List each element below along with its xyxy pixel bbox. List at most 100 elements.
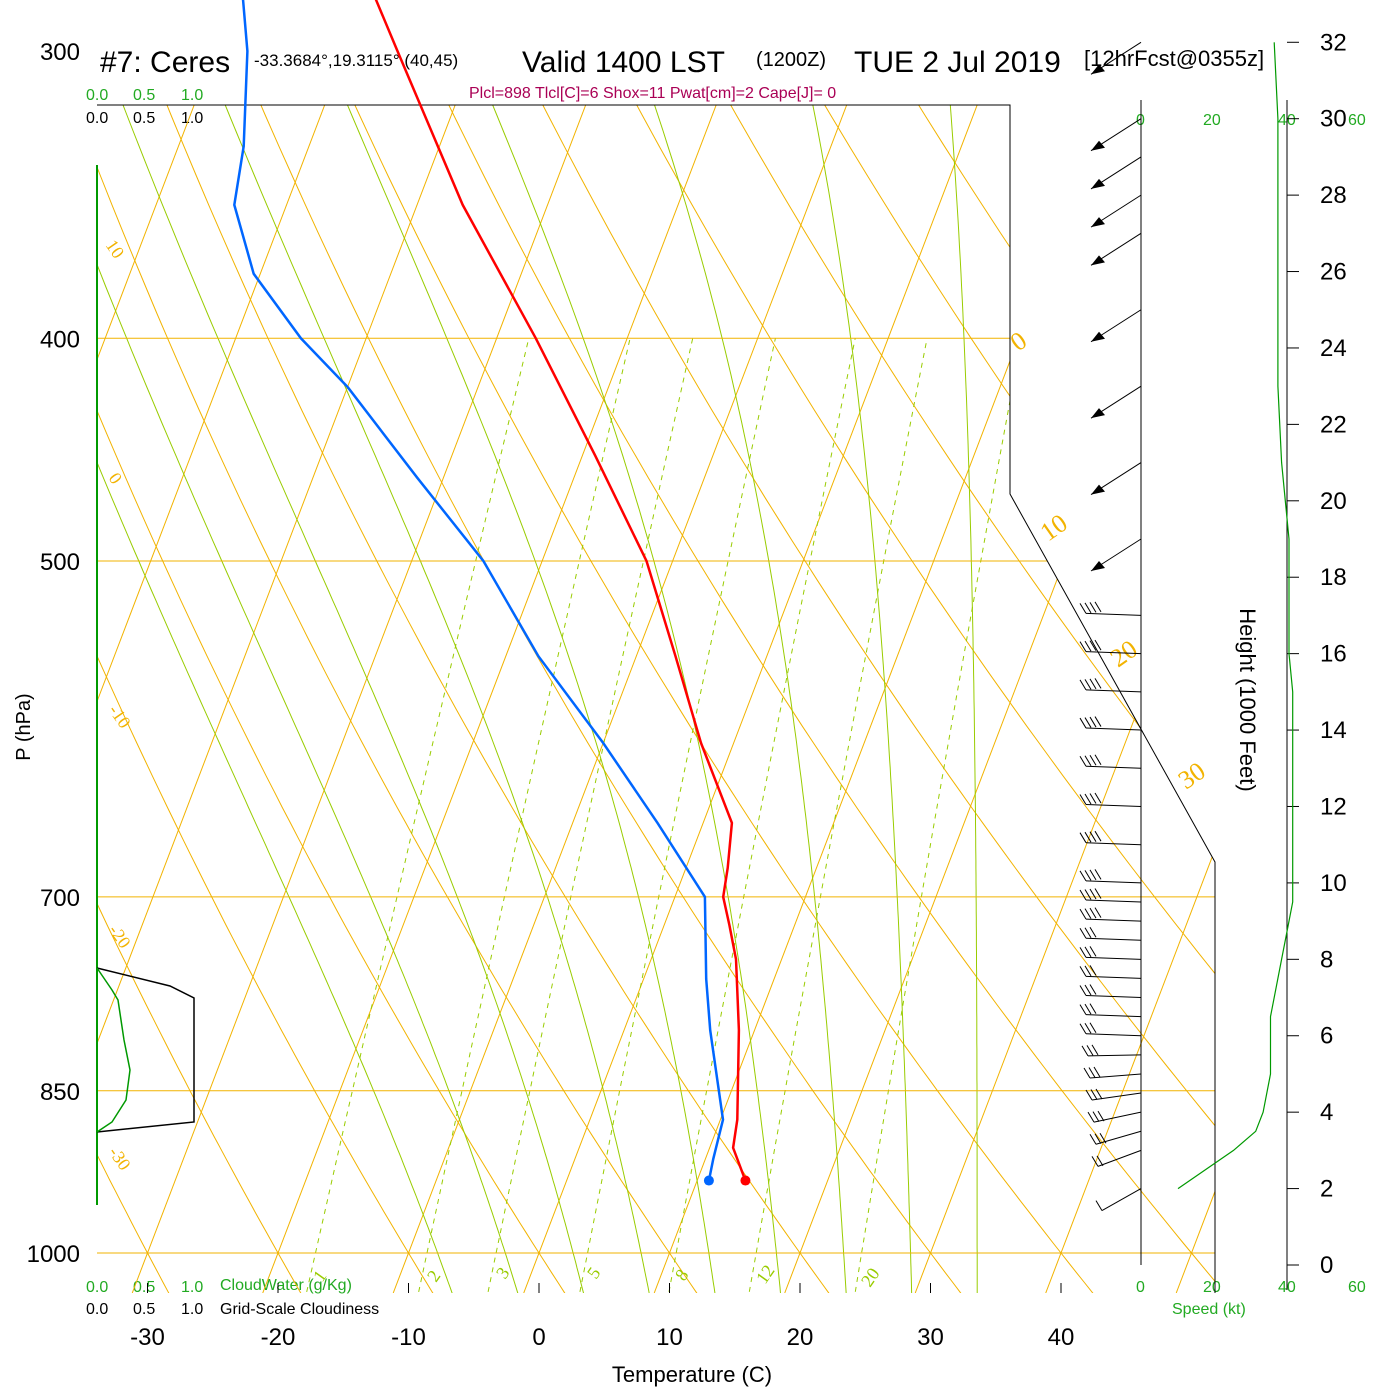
wind-barb-feather xyxy=(1087,1111,1095,1123)
mixing-ratio-line xyxy=(304,338,530,1293)
wind-barb-feather xyxy=(1089,907,1097,919)
wind-barb-shaft xyxy=(1085,842,1142,846)
height-tick-label: 4 xyxy=(1320,1099,1333,1126)
isotherm-line xyxy=(784,105,1215,1293)
dry-adiabat-line xyxy=(0,0,46,1311)
isotherm-line xyxy=(97,105,326,1293)
wind-barb-flag xyxy=(1091,484,1105,495)
wind-barb-feather xyxy=(1079,832,1087,843)
x-tick-label: -10 xyxy=(391,1324,426,1351)
isotherm-line xyxy=(523,105,978,1293)
wind-barb-flag xyxy=(1091,140,1105,151)
moist-adiabat-line xyxy=(97,105,456,1293)
moist-adiabat-line xyxy=(250,105,717,1293)
wind-barb-feather xyxy=(1079,679,1087,691)
wind-barb-feather xyxy=(1099,1133,1107,1144)
cloud-profile xyxy=(96,967,195,1133)
cloud-scale-bottom-black-0: 0.0 xyxy=(86,1301,108,1318)
height-tick-label: 14 xyxy=(1320,717,1347,744)
y-tick-label: 500 xyxy=(40,549,80,576)
cloud-scale-top-black-1: 0.5 xyxy=(133,110,155,127)
dry-adiabat-label: 10 xyxy=(102,236,129,262)
wind-speed-label: Speed (kt) xyxy=(1172,1301,1246,1318)
sounding-traces xyxy=(233,0,751,1186)
cloud-scale-top-green-2: 1.0 xyxy=(181,87,203,104)
wind-barb-feather xyxy=(1079,927,1087,939)
wind-barb-shaft xyxy=(1085,689,1142,693)
cloud-scale-bottom-green-2: 1.0 xyxy=(181,1279,203,1296)
wind-barb-shaft xyxy=(1085,612,1142,616)
wind-barb-shaft xyxy=(1085,651,1142,655)
wind-barb-feather xyxy=(1084,946,1092,958)
cloud-scale-bottom-green-1: 0.5 xyxy=(133,1279,155,1296)
wind-barb-shaft xyxy=(1085,803,1142,807)
dry-adiabat-line xyxy=(149,105,976,1293)
wind-barb-feather xyxy=(1089,946,1097,957)
cloud-scale-bottom: 0.0 0.5 1.0 CloudWater (g/Kg) 0.0 0.5 1.… xyxy=(86,1277,379,1318)
height-tick-label: 28 xyxy=(1320,182,1347,209)
wind-barb-feather xyxy=(1079,889,1087,901)
wind-barb-shaft xyxy=(1085,880,1142,884)
mixing-ratio-line xyxy=(416,338,631,1293)
height-tick-label: 12 xyxy=(1320,793,1347,820)
wind-barb-feather xyxy=(1084,908,1092,919)
dry-adiabat-line xyxy=(1365,0,1400,1311)
wind-barb-feather xyxy=(1095,1200,1103,1211)
wind-barb-feather xyxy=(1088,1067,1096,1078)
mixing-ratio-line xyxy=(485,338,694,1293)
cloud-scale-bottom-black-1: 0.5 xyxy=(133,1301,155,1318)
height-tick-label: 30 xyxy=(1320,106,1347,133)
wind-barb-feather xyxy=(1084,870,1092,881)
y-tick-label: 850 xyxy=(40,1079,80,1106)
forecast-info: [12hrFcst@0355z] xyxy=(1084,46,1264,71)
wind-barb-feather xyxy=(1096,1155,1104,1167)
moist-adiabat-line xyxy=(567,105,848,1293)
mixing-ratio-label: 5 xyxy=(583,1263,605,1282)
mixing-ratio-line xyxy=(853,338,1023,1293)
wind-barb-feather xyxy=(1079,947,1087,958)
dry-adiabat-line xyxy=(97,105,312,1293)
wind-barb-feather xyxy=(1079,756,1087,767)
wind-barb-feather xyxy=(1084,965,1092,977)
wind-scale-top-1: 20 xyxy=(1203,112,1221,129)
cloud-scale-top-black-2: 1.0 xyxy=(181,110,203,127)
height-tick-label: 6 xyxy=(1320,1023,1333,1050)
isotherm-line xyxy=(97,105,195,1293)
wind-barb-feather xyxy=(1094,888,1102,899)
wind-barb-flag xyxy=(1091,255,1105,266)
temperature-trace xyxy=(374,0,747,1182)
background-grid xyxy=(0,0,1400,1311)
wind-barb-flag xyxy=(1091,561,1105,572)
dry-adiabat-line xyxy=(97,105,445,1293)
cloudwater-label: CloudWater (g/Kg) xyxy=(220,1277,352,1294)
wind-barb-shaft xyxy=(1085,995,1142,999)
wind-barb-feather xyxy=(1094,639,1102,651)
wind-barb-shaft xyxy=(1097,1149,1142,1167)
moist-adiabat-label: 0 xyxy=(1005,326,1032,357)
isotherm-line xyxy=(97,105,456,1293)
wind-barb-feather xyxy=(1089,1003,1097,1014)
wind-barb-flag xyxy=(1091,331,1105,342)
height-tick-label: 22 xyxy=(1320,411,1347,438)
mixing-ratio-line xyxy=(577,338,776,1293)
mixing-ratio-label: 8 xyxy=(671,1265,693,1284)
wind-scale-bottom-1: 20 xyxy=(1203,1279,1221,1296)
x-tick-label: 10 xyxy=(656,1324,683,1351)
wind-barb-feather xyxy=(1079,966,1087,977)
wind-barb-feather xyxy=(1086,1045,1094,1056)
cloudiness-trace xyxy=(96,967,195,1133)
dry-adiabat-line xyxy=(496,105,1215,1293)
wind-barb-shaft xyxy=(1087,1054,1142,1057)
y-tick-label: 1000 xyxy=(27,1241,80,1268)
wind-barb-shaft xyxy=(1085,937,1142,941)
dry-adiabat-line xyxy=(670,105,1215,1293)
wind-barb-shaft xyxy=(1095,1130,1142,1145)
dry-adiabat-label: -30 xyxy=(105,1143,135,1174)
dry-adiabat-line xyxy=(97,105,180,1293)
wind-barb-feather xyxy=(1084,984,1092,996)
wind-barb-feather xyxy=(1084,717,1092,728)
height-tick-label: 24 xyxy=(1320,335,1347,362)
cloud-scale-bottom-green-0: 0.0 xyxy=(86,1279,108,1296)
wind-barb-feather xyxy=(1084,831,1092,843)
wind-barb-feather xyxy=(1084,927,1092,938)
